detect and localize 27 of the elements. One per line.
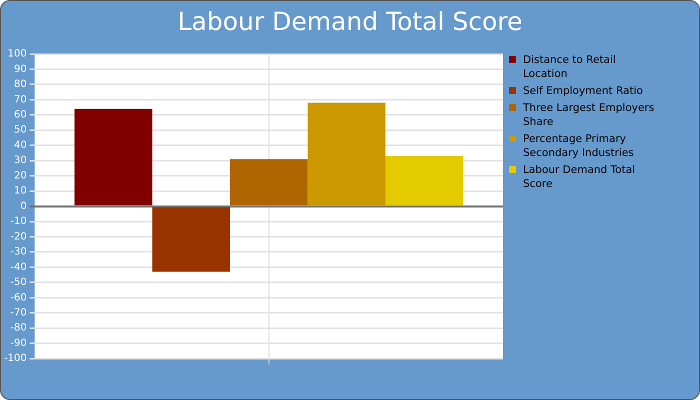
y-tick-label: -30 <box>10 246 27 258</box>
y-tick-label: 40 <box>14 140 27 151</box>
y-tick-label: 30 <box>14 155 27 166</box>
y-tick-label: -100 <box>4 353 27 364</box>
y-tick-label: 0 <box>20 200 27 212</box>
y-tick-label: -60 <box>10 292 27 304</box>
legend-label: Self Employment Ratio <box>523 84 643 98</box>
legend-label: Percentage Primary Secondary Industries <box>523 132 635 160</box>
legend-label: Three Largest Employers Share <box>523 101 656 129</box>
legend-label: Distance to Retail Location <box>523 53 617 81</box>
chart-title: Labour Demand Total Score <box>176 7 524 36</box>
y-tick-label: 50 <box>14 124 27 136</box>
y-tick-label: 90 <box>14 64 27 75</box>
y-tick-label: -50 <box>10 277 27 288</box>
y-tick-label: 20 <box>14 170 27 182</box>
y-tick-label: -10 <box>10 216 27 228</box>
y-tick-label: -20 <box>10 231 27 242</box>
y-tick-label: 60 <box>14 110 27 121</box>
y-tick-label: -90 <box>10 338 27 349</box>
y-tick-label: 100 <box>8 48 27 60</box>
y-tick-label: -80 <box>10 322 27 334</box>
y-tick-label: 80 <box>14 79 27 90</box>
legend-label: Labour Demand Total Score <box>523 163 636 191</box>
y-tick-label: -70 <box>10 308 27 319</box>
y-tick-label: 10 <box>14 186 27 197</box>
y-tick-label: 70 <box>14 94 27 106</box>
y-tick-label: -40 <box>10 262 27 273</box>
